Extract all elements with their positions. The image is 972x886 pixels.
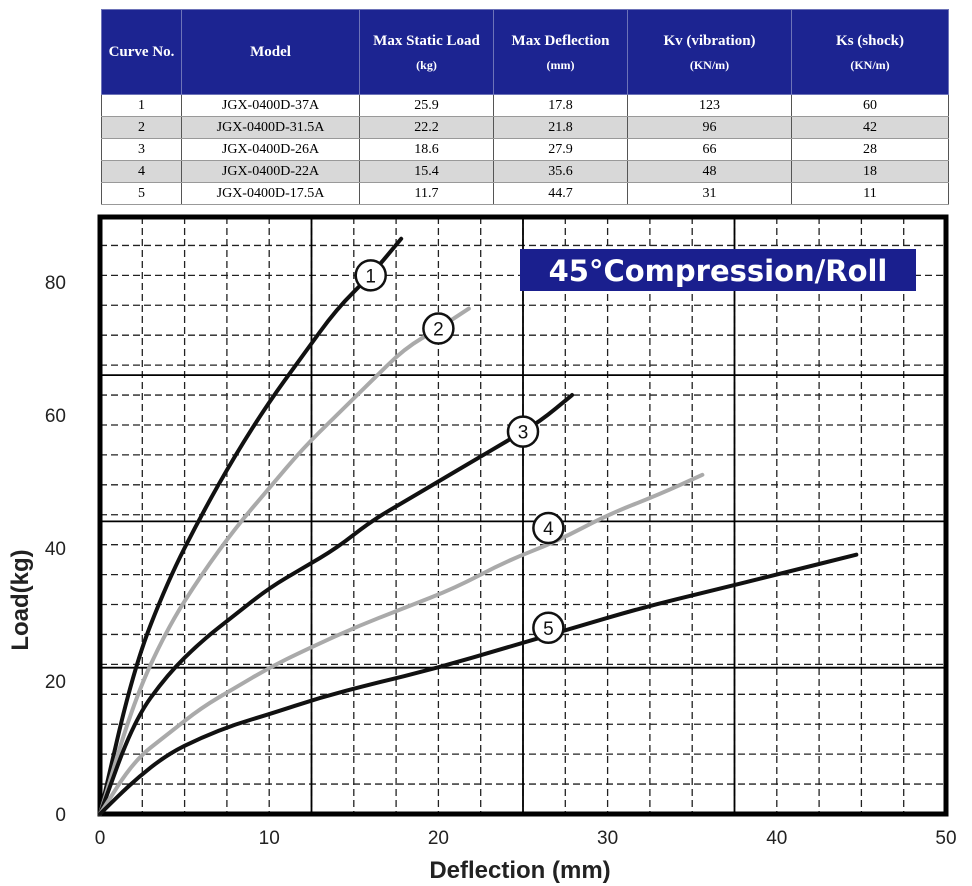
cell-model: JGX-0400D-22A [181,160,360,183]
table-row: 1 JGX-0400D-37A 25.9 17.8 123 60 [101,94,949,117]
y-tick-label: 60 [45,406,66,427]
cell-model: JGX-0400D-26A [181,138,360,161]
y-tick-label: 80 [45,273,66,294]
cell-kv: 96 [627,116,792,139]
cell-model: JGX-0400D-17.5A [181,182,360,205]
cell-model: JGX-0400D-31.5A [181,116,360,139]
tick-labels: 0 10 20 30 40 50 0 20 40 60 80 [45,273,957,849]
cell-max-load: 25.9 [359,94,494,117]
x-tick-label: 0 [95,828,106,849]
cell-max-deflection: 27.9 [493,138,628,161]
cell-kv: 31 [627,182,792,205]
y-tick-label: 0 [55,805,66,826]
cell-ks: 18 [791,160,949,183]
curve-label-5: 5 [543,619,554,640]
curve-label-circle-2 [422,312,455,345]
grid [100,217,946,814]
series-group: 1 2 3 4 5 [98,236,859,816]
x-tick-label: 30 [597,828,618,849]
cell-curve-no: 1 [101,94,182,117]
y-tick-label: 20 [45,672,66,693]
series-line-5 [98,552,859,816]
cell-ks: 60 [791,94,949,117]
cell-curve-no: 3 [101,138,182,161]
plot-frame [97,214,949,817]
curve-label-4: 4 [543,519,554,540]
cell-ks: 42 [791,116,949,139]
cell-max-deflection: 44.7 [493,182,628,205]
curve-label-3: 3 [518,423,529,444]
header-max-deflection: Max Deflection (mm) [493,9,628,95]
table-row: 3 JGX-0400D-26A 18.6 27.9 66 28 [101,138,949,161]
cell-max-deflection: 35.6 [493,160,628,183]
curve-label-circle-5 [532,611,565,645]
curve-label-1: 1 [365,266,376,287]
cell-ks: 11 [791,182,949,205]
cell-ks: 28 [791,138,949,161]
cell-max-load: 11.7 [359,182,494,205]
cell-curve-no: 4 [101,160,182,183]
table-row: 2 JGX-0400D-31.5A 22.2 21.8 96 42 [101,116,949,139]
title-badge-background [520,249,916,291]
title-badge: 45°Compression/Roll [520,249,916,291]
cell-curve-no: 5 [101,182,182,205]
series-line-4 [98,472,705,816]
series-line-2 [98,306,471,816]
y-axis-title: Load(kg) [7,549,34,650]
cell-max-load: 15.4 [359,160,494,183]
curve-label-circle-1 [354,259,387,292]
curve-label-circle-4 [532,511,565,545]
cell-max-deflection: 17.8 [493,94,628,117]
chart-title: 45°Compression/Roll [549,254,888,288]
cell-max-load: 22.2 [359,116,494,139]
spec-table: Curve No. Model Max Static Load (kg) Max … [101,9,949,205]
header-kv-vibration: Kv (vibration) (KN/m) [627,9,792,95]
cell-max-load: 18.6 [359,138,494,161]
header-ks-shock: Ks (shock) (KN/m) [791,9,949,95]
x-tick-label: 20 [428,828,449,849]
table-row: 5 JGX-0400D-17.5A 11.7 44.7 31 11 [101,182,949,205]
curve-label-2: 2 [433,320,444,341]
x-tick-label: 40 [766,828,787,849]
cell-kv: 66 [627,138,792,161]
cell-max-deflection: 21.8 [493,116,628,139]
y-tick-label: 40 [45,539,66,560]
cell-curve-no: 2 [101,116,182,139]
table-header-row: Curve No. Model Max Static Load (kg) Max … [101,9,949,95]
header-max-static-load: Max Static Load (kg) [359,9,494,95]
load-deflection-chart: 1 2 3 4 5 0 10 20 30 40 50 0 20 40 60 80 45°Compressio… [7,214,957,884]
x-axis-title: Deflection (mm) [429,857,610,884]
cell-kv: 123 [627,94,792,117]
series-line-3 [98,393,575,816]
cell-model: JGX-0400D-37A [181,94,360,117]
header-curve-no: Curve No. [101,9,182,95]
x-tick-label: 50 [935,828,956,849]
x-tick-label: 10 [259,828,280,849]
cell-kv: 48 [627,160,792,183]
header-model: Model [181,9,360,95]
series-line-1 [98,236,404,816]
curve-label-circle-3 [506,415,540,448]
table-row: 4 JGX-0400D-22A 15.4 35.6 48 18 [101,160,949,183]
